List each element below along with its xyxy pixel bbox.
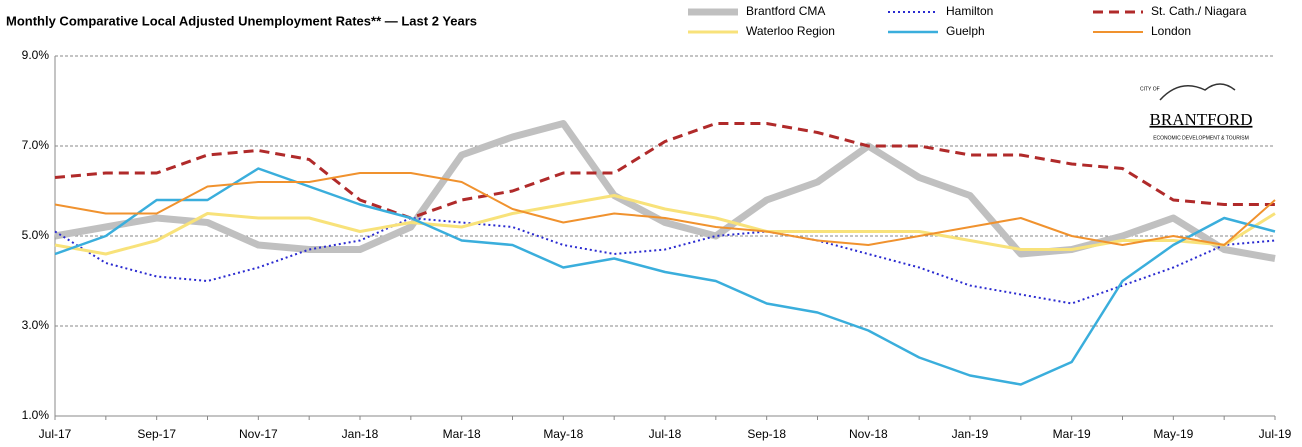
logo-name: BRANTFORD xyxy=(1150,110,1253,129)
x-tick-label: Jul-17 xyxy=(39,427,72,441)
x-tick-label: Jul-19 xyxy=(1259,427,1292,441)
series-line xyxy=(54,120,1276,262)
y-tick-label: 1.0% xyxy=(22,408,50,422)
x-tick-label: Sep-18 xyxy=(747,427,786,441)
legend-label: London xyxy=(1151,24,1191,38)
x-tick-label: Jan-18 xyxy=(342,427,379,441)
x-tick-label: Nov-18 xyxy=(849,427,888,441)
legend-label: Guelph xyxy=(946,24,985,38)
x-tick-label: Nov-17 xyxy=(239,427,278,441)
series-line xyxy=(54,217,1276,305)
logo-top: CITY OF xyxy=(1140,86,1160,92)
logo: CITY OF BRANTFORD ECONOMIC DEVELOPMENT &… xyxy=(1140,83,1253,141)
x-tick-label: May-19 xyxy=(1153,427,1193,441)
x-tick-label: May-18 xyxy=(543,427,583,441)
y-tick-label: 9.0% xyxy=(22,48,50,62)
x-tick-label: Mar-19 xyxy=(1053,427,1091,441)
x-tick-label: Sep-17 xyxy=(137,427,176,441)
series-line xyxy=(54,122,1275,220)
y-tick-label: 3.0% xyxy=(22,318,50,332)
series-line xyxy=(54,194,1276,256)
logo-tagline: ECONOMIC DEVELOPMENT & TOURISM xyxy=(1153,135,1249,141)
series-line xyxy=(54,167,1276,386)
series-line xyxy=(54,172,1276,246)
logo-icon xyxy=(1159,83,1236,101)
legend-label: Hamilton xyxy=(946,4,993,18)
y-tick-label: 5.0% xyxy=(22,228,50,242)
legend-label: St. Cath./ Niagara xyxy=(1151,4,1247,18)
x-tick-label: Mar-18 xyxy=(443,427,481,441)
chart-title: Monthly Comparative Local Adjusted Unemp… xyxy=(6,13,477,28)
x-tick-label: Jan-19 xyxy=(952,427,989,441)
legend-label: Brantford CMA xyxy=(746,4,825,18)
y-tick-label: 7.0% xyxy=(22,138,50,152)
x-tick-label: Jul-18 xyxy=(649,427,682,441)
legend-label: Waterloo Region xyxy=(746,24,835,38)
